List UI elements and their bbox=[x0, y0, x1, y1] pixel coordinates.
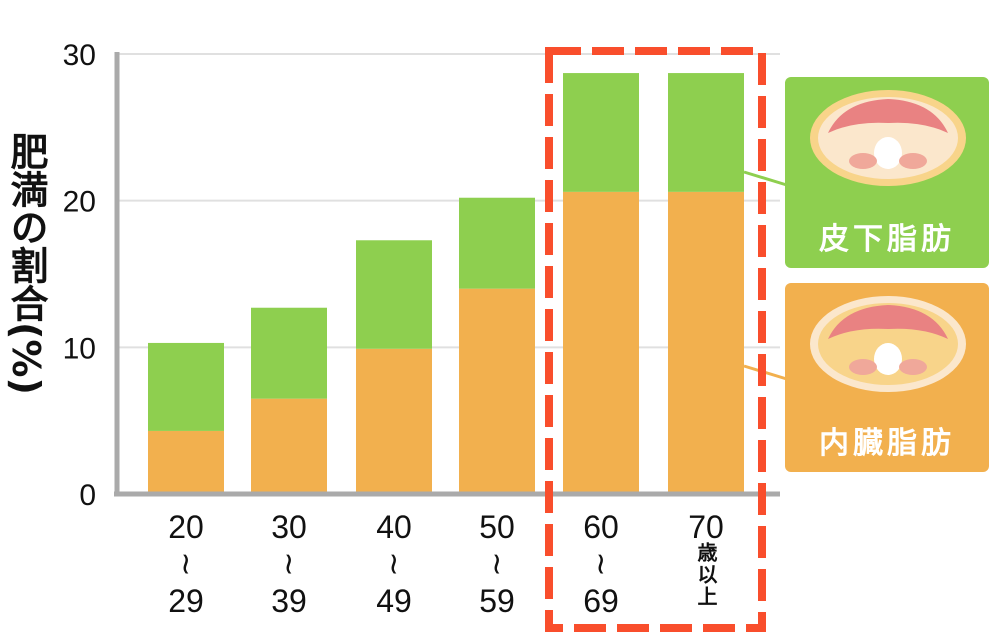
abdomen-cross-section-icon bbox=[810, 90, 966, 186]
bar-segment bbox=[563, 73, 639, 192]
y-tick-label: 0 bbox=[79, 479, 96, 512]
x-tick-separator: ~ bbox=[168, 551, 203, 576]
legend-visceral-fat: 内臓脂肪 bbox=[785, 283, 989, 472]
bar-segment bbox=[356, 348, 432, 494]
bar-segment bbox=[251, 398, 327, 494]
abdomen-cross-section-icon bbox=[810, 296, 966, 392]
y-tick-label: 30 bbox=[63, 39, 96, 72]
y-axis-label: 肥満の割合(%) bbox=[4, 132, 48, 395]
x-tick-label: 39 bbox=[271, 583, 307, 619]
x-tick-separator: ~ bbox=[271, 551, 306, 576]
x-tick-label: 69 bbox=[583, 583, 619, 619]
x-tick-label: 50 bbox=[479, 509, 515, 545]
bar-segment bbox=[459, 288, 535, 494]
x-tick-label: 49 bbox=[376, 583, 412, 619]
legend-subcutaneous-fat: 皮下脂肪 bbox=[785, 77, 989, 268]
bar-segment bbox=[251, 307, 327, 399]
x-tick-separator: ~ bbox=[583, 551, 618, 576]
bar-segment bbox=[563, 191, 639, 494]
x-tick-label: 30 bbox=[271, 509, 307, 545]
highlight-dashed-box bbox=[545, 47, 766, 632]
legend-label: 皮下脂肪 bbox=[819, 222, 955, 257]
x-tick-separator: ~ bbox=[479, 551, 514, 576]
legend-label: 内臓脂肪 bbox=[819, 426, 955, 461]
legend-leader-line bbox=[743, 364, 791, 382]
bar-segment bbox=[356, 240, 432, 349]
y-tick-label: 10 bbox=[63, 332, 96, 365]
bar-segment bbox=[148, 342, 224, 431]
x-tick-label: 40 bbox=[376, 509, 412, 545]
bar-segment bbox=[148, 430, 224, 494]
legend-leader-line bbox=[743, 170, 791, 188]
x-tick-separator: ~ bbox=[376, 551, 411, 576]
x-tick-label: 59 bbox=[479, 583, 515, 619]
y-tick-label: 20 bbox=[63, 186, 96, 219]
bar-segment bbox=[668, 191, 744, 494]
x-tick-label: 29 bbox=[168, 583, 204, 619]
x-tick-label-70-suffix: 歳以上 bbox=[694, 542, 718, 608]
x-tick-label: 60 bbox=[583, 509, 619, 545]
bar-segment bbox=[459, 197, 535, 289]
x-tick-label: 70 bbox=[688, 509, 724, 545]
x-tick-label: 20 bbox=[168, 509, 204, 545]
bar-segment bbox=[668, 73, 744, 192]
